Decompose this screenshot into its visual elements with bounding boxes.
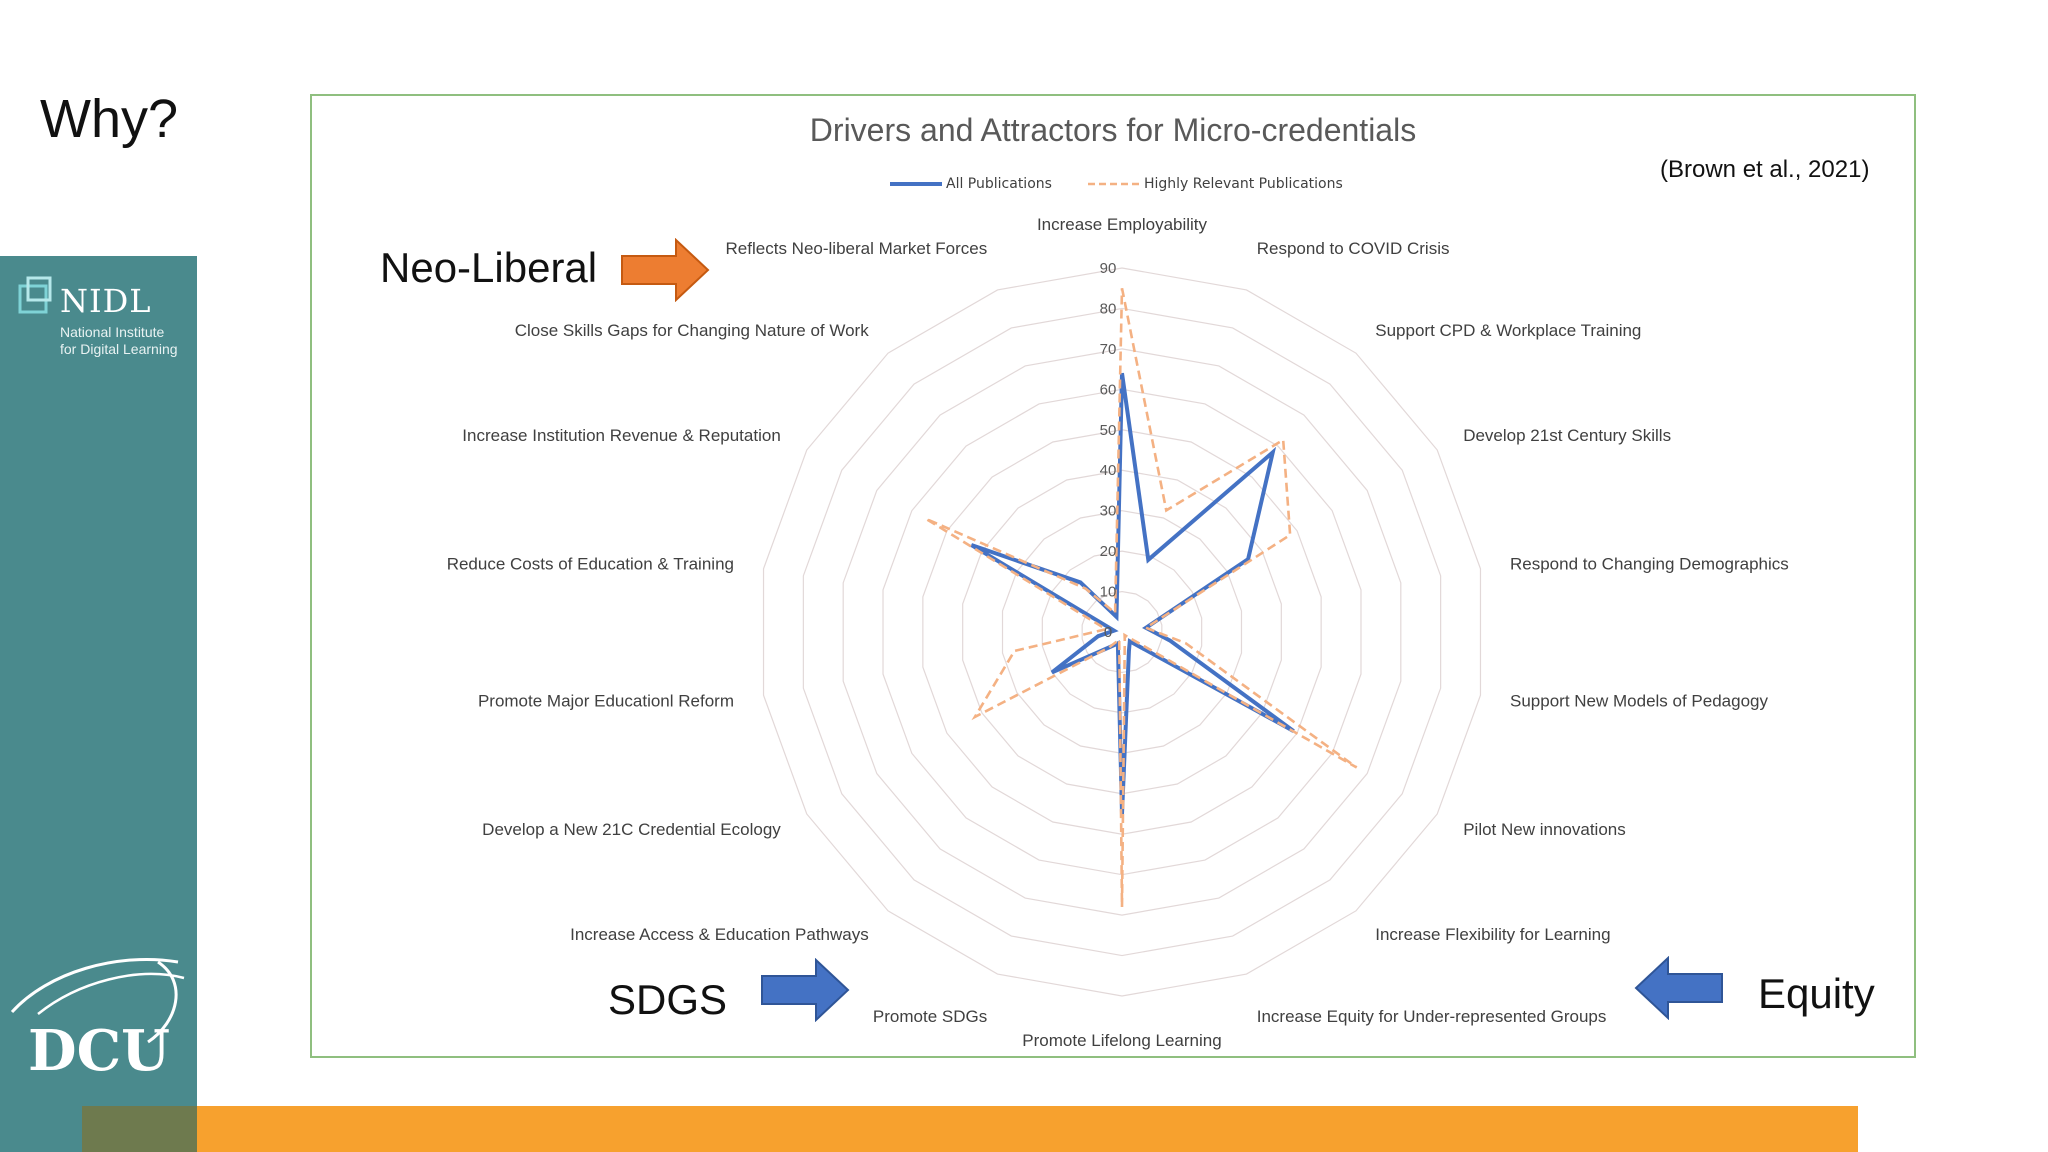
radar-grid-ring	[802, 307, 1442, 957]
legend-swatch-dashed	[1087, 182, 1140, 186]
radar-tick-label: 20	[1100, 543, 1117, 560]
radar-category-label: Increase Equity for Under-represented Gr…	[1257, 1007, 1607, 1026]
dcu-text: DCU	[28, 1018, 170, 1082]
arrow-right-icon	[761, 958, 850, 1022]
callout-equity: Equity	[1758, 970, 1875, 1017]
radar-category-label: Reduce Costs of Education & Training	[447, 555, 734, 574]
radar-category-label: Promote Major Educationl Reform	[478, 691, 734, 710]
radar-tick-label: 80	[1100, 300, 1117, 317]
radar-tick-label: 60	[1100, 381, 1117, 398]
nidl-subtitle-line-1: National Institute	[60, 324, 165, 340]
slide-title: Why?	[40, 89, 179, 149]
radar-category-label: Develop 21st Century Skills	[1463, 426, 1671, 445]
callout-sdgs: SDGS	[608, 976, 728, 1023]
nidl-name: NIDL	[60, 282, 152, 320]
nidl-logo-icon	[18, 276, 52, 314]
radar-category-label: Develop a New 21C Credential Ecology	[482, 820, 781, 839]
citation: (Brown et al., 2021)	[1660, 156, 1870, 183]
radar-grid-ring	[842, 348, 1402, 916]
radar-category-label: Increase Employability	[1037, 215, 1208, 234]
chart-frame	[310, 94, 1916, 1058]
bottom-accent-bar-dark	[82, 1106, 197, 1152]
dcu-logo: DCU	[8, 952, 188, 1084]
legend-label: All Publications	[946, 176, 1052, 192]
radar-category-label: Pilot New innovations	[1463, 820, 1626, 839]
radar-category-label: Reflects Neo-liberal Market Forces	[726, 239, 988, 258]
radar-category-label: Promote Lifelong Learning	[1022, 1031, 1221, 1050]
radar-category-label: Increase Access & Education Pathways	[570, 925, 869, 944]
nidl-logo: NIDL National Institute for Digital Lear…	[16, 272, 186, 372]
radar-tick-label: 10	[1100, 584, 1117, 601]
radar-tick-label: 70	[1100, 341, 1117, 358]
radar-tick-label: 50	[1100, 422, 1117, 439]
legend-swatch-solid	[890, 182, 942, 186]
radar-category-label: Increase Institution Revenue & Reputatio…	[462, 426, 780, 445]
legend-item-all-publications: All Publications	[890, 176, 1052, 192]
chart-title: Drivers and Attractors for Micro-credent…	[809, 112, 1417, 148]
radar-category-label: Respond to COVID Crisis	[1257, 239, 1450, 258]
legend-item-highly-relevant: Highly Relevant Publications	[1087, 176, 1343, 192]
radar-grid-ring	[762, 267, 1482, 997]
radar-category-label: Respond to Changing Demographics	[1510, 555, 1789, 574]
legend-label: Highly Relevant Publications	[1143, 176, 1343, 192]
radar-category-label: Close Skills Gaps for Changing Nature of…	[515, 321, 870, 340]
radar-category-label: Increase Flexibility for Learning	[1375, 925, 1610, 944]
dcu-swoosh-icon: DCU	[10, 958, 185, 1084]
radar-tick-label: 0	[1104, 624, 1112, 641]
nidl-subtitle-line-2: for Digital Learning	[60, 341, 178, 357]
radar-category-label: Support New Models of Pedagogy	[1510, 691, 1768, 710]
radar-tick-label: 90	[1100, 260, 1117, 277]
nidl-subtitle: National Institute for Digital Learning	[60, 324, 178, 358]
radar-category-label: Support CPD & Workplace Training	[1375, 321, 1641, 340]
radar-category-label: Promote SDGs	[873, 1007, 987, 1026]
radar-grid-ring	[1081, 590, 1163, 674]
radar-grid-ring	[1041, 550, 1203, 714]
arrow-right-icon	[621, 238, 710, 302]
callout-neoliberal: Neo-Liberal	[380, 244, 598, 291]
sidebar	[0, 256, 197, 1152]
radar-grid-ring	[1001, 510, 1243, 754]
bottom-accent-bar	[82, 1106, 1858, 1152]
chart-legend: All Publications Highly Relevant Publica…	[890, 176, 1343, 192]
radar-tick-label: 30	[1100, 503, 1117, 520]
arrow-left-icon	[1634, 956, 1723, 1020]
radar-tick-label: 40	[1100, 462, 1117, 479]
